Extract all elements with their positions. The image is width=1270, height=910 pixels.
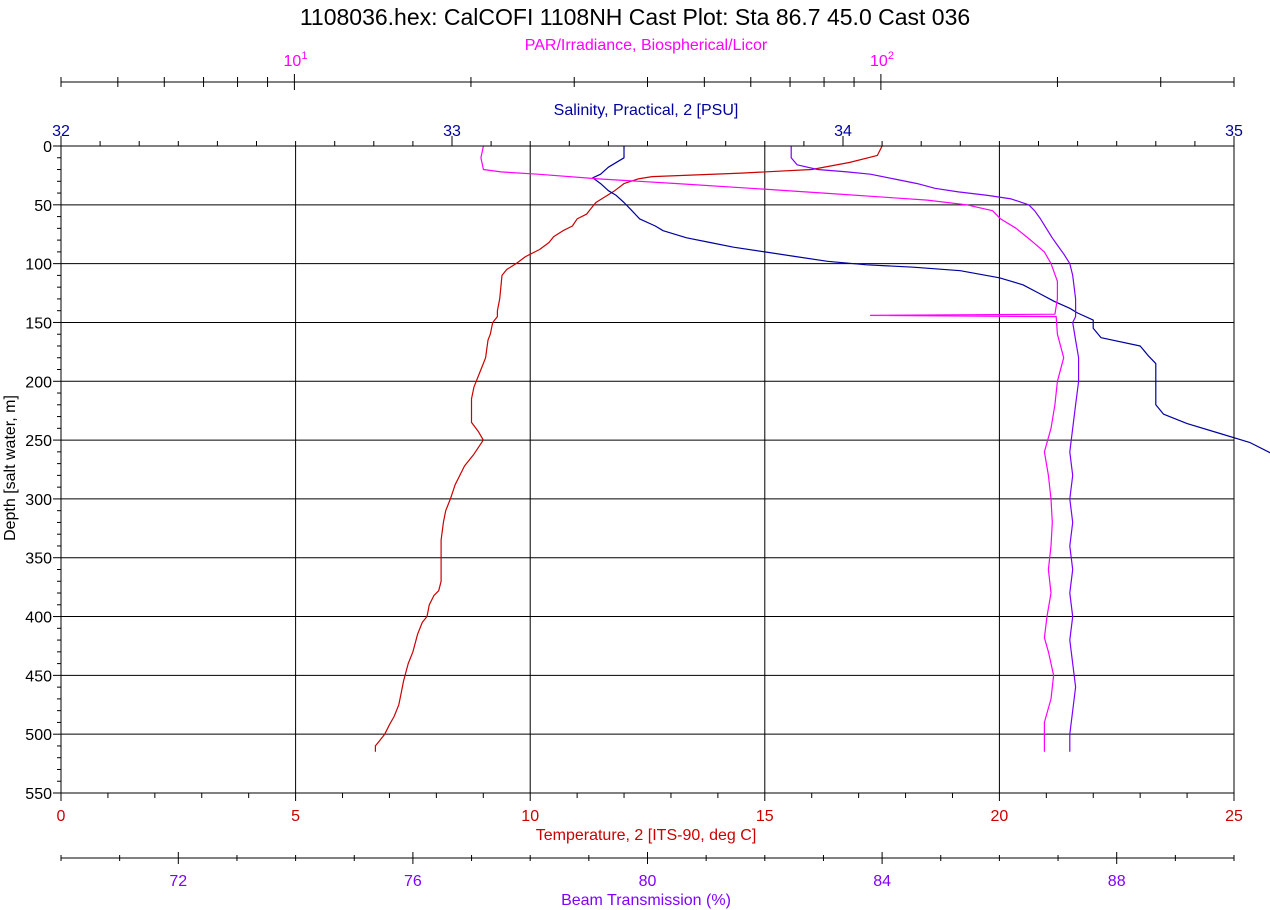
plot-frame (60, 145, 1235, 794)
par-tick-label: 10 (283, 53, 301, 70)
beam-tick-label: 72 (169, 873, 187, 890)
temperature-tick-label: 5 (291, 808, 300, 825)
salinity-tick-label: 33 (443, 123, 461, 140)
depth-tick-label: 250 (25, 433, 52, 450)
depth-tick-label: 500 (25, 727, 52, 744)
depth-tick-label: 300 (25, 492, 52, 509)
temperature-tick-label: 10 (521, 808, 539, 825)
salinity-tick-label: 32 (52, 123, 70, 140)
depth-tick-label: 450 (25, 668, 52, 685)
depth-tick-label: 0 (43, 139, 52, 156)
depth-tick-label: 200 (25, 374, 52, 391)
depth-tick-label: 400 (25, 610, 52, 627)
chart-title: 1108036.hex: CalCOFI 1108NH Cast Plot: S… (300, 4, 970, 30)
salinity-tick-label: 35 (1225, 123, 1243, 140)
temperature-tick-label: 0 (57, 808, 66, 825)
depth-tick-label: 100 (25, 257, 52, 274)
depth-tick-label: 550 (25, 786, 52, 803)
depth-tick-label: 50 (34, 198, 52, 215)
beam-axis-label: Beam Transmission (%) (561, 892, 731, 909)
salinity-tick-label: 34 (834, 123, 852, 140)
par-tick-label-exponent: 1 (301, 50, 307, 62)
temperature-axis-label: Temperature, 2 [ITS-90, deg C] (536, 827, 757, 844)
beam-tick-label: 76 (404, 873, 422, 890)
salinity-axis-label: Salinity, Practical, 2 [PSU] (554, 102, 739, 119)
beam-tick-label: 84 (873, 873, 891, 890)
salinity-series-line (592, 146, 1270, 454)
beam-tick-label: 88 (1108, 873, 1126, 890)
par-tick-label-exponent: 2 (888, 50, 894, 62)
temperature-tick-label: 25 (1225, 808, 1243, 825)
depth-tick-label: 150 (25, 315, 52, 332)
temperature-tick-label: 20 (991, 808, 1009, 825)
par-tick-label: 10 (870, 53, 888, 70)
par-axis-label: PAR/Irradiance, Biospherical/Licor (525, 37, 768, 54)
par-series-line (480, 145, 1065, 752)
depth-axis-label: Depth [salt water, m] (2, 395, 19, 541)
beam-tick-label: 80 (639, 873, 657, 890)
depth-tick-label: 350 (25, 551, 52, 568)
beam-transmission-series-line (790, 146, 1080, 752)
temperature-series-line (374, 145, 883, 752)
temperature-tick-label: 15 (756, 808, 774, 825)
